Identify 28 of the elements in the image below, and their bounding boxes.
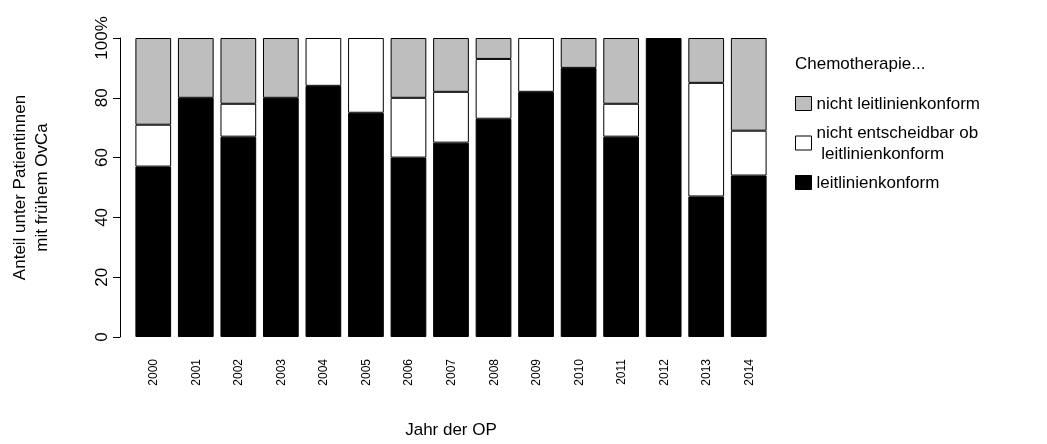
y-tick-label: 60 — [92, 148, 111, 168]
x-tick-label: 2009 — [529, 358, 544, 386]
legend-label: leitlinienkonform — [816, 173, 940, 192]
y-tick-label: 20 — [92, 267, 111, 287]
y-tick-label: 100% — [92, 16, 111, 60]
x-tick-label: 2012 — [656, 358, 671, 386]
x-tick-label: 2003 — [273, 358, 288, 386]
x-tick-label: 2011 — [614, 358, 629, 385]
y-tick-label: 0 — [92, 332, 111, 342]
x-tick-label: 2010 — [571, 358, 586, 386]
x-tick-label: 2007 — [444, 358, 458, 386]
legend-label: nicht leitlinienkonform — [816, 94, 980, 113]
x-tick-label: 2002 — [231, 358, 246, 386]
x-tick-label: 2014 — [741, 358, 756, 386]
bar — [645, 38, 682, 337]
y-tick-label: 40 — [92, 207, 111, 227]
x-tick-label: 2005 — [358, 358, 373, 386]
x-tick-label: 2008 — [486, 358, 501, 386]
x-axis-title: Jahr der OP — [405, 420, 497, 439]
y-tick-label: 80 — [92, 88, 111, 108]
x-tick-label: 2000 — [146, 358, 161, 386]
x-tick-label: 2004 — [316, 358, 331, 386]
y-axis-title: Anteil unter Patientinnen mit frühem OvCa — [9, 94, 51, 281]
x-tick-label: 2006 — [401, 358, 416, 386]
x-tick-label: 2013 — [699, 358, 714, 386]
legend-label: nicht entscheidbar ob leitlinienkonform — [816, 123, 979, 163]
x-tick-label: 2001 — [188, 358, 203, 386]
legend-title: Chemotherapie... — [795, 54, 926, 73]
